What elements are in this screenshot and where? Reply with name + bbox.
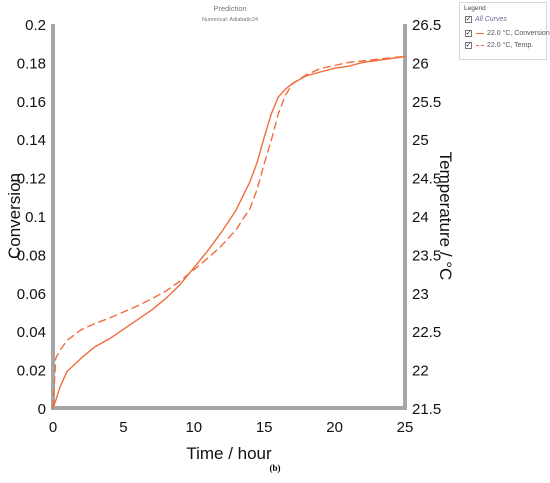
- conversion-swatch: [476, 32, 484, 34]
- y-tick-label: 0.16: [17, 94, 46, 111]
- y-tick-labels: 0 0.02 0.04 0.06 0.08 0.1 0.12 0.14 0.16 0.18 0.2: [17, 17, 46, 418]
- y-tick-label: 0.18: [17, 55, 46, 72]
- y2-tick-labels: 21.5 22 22.5 23 23.5 24 24.5 25 25.5 26 26.5: [412, 17, 441, 418]
- chart-subtitle: Numerical: Adiabatic24: [202, 17, 258, 23]
- y-tick-label: 0.1: [25, 209, 46, 226]
- y-axis-label: Conversion: [5, 173, 24, 259]
- temp-swatch: [476, 44, 484, 46]
- chart-title: Prediction: [213, 4, 246, 13]
- temperature-line: [52, 55, 406, 409]
- conversion-checkbox[interactable]: ✓: [465, 29, 472, 37]
- x-tick-label: 5: [119, 419, 127, 436]
- y2-tick-label: 24: [412, 209, 429, 226]
- y-tick-label: 0.02: [17, 363, 46, 380]
- figure-caption: (b): [269, 463, 281, 473]
- y-tick-label: 0.04: [17, 324, 46, 341]
- x-tick-label: 0: [49, 419, 57, 436]
- x-tick-label: 10: [185, 419, 202, 436]
- x-tick-labels: 0 5 10 15 20 25: [49, 419, 414, 436]
- legend-title: Legend: [464, 5, 486, 12]
- y-tick-label: 0.12: [17, 171, 46, 188]
- y2-axis-label: Temperature / °C: [436, 152, 455, 281]
- y2-tick-label: 25: [412, 132, 429, 149]
- y-tick-label: 0.08: [17, 247, 46, 264]
- temp-legend-label: 22.0 °C, Temp.: [487, 41, 534, 49]
- y2-tick-label: 25.5: [412, 94, 441, 111]
- x-tick-label: 15: [256, 419, 273, 436]
- y-tick-label: 0.14: [17, 132, 46, 149]
- y2-tick-label: 23: [412, 286, 429, 303]
- y2-tick-label: 22.5: [412, 324, 441, 341]
- y2-tick-label: 24.5: [412, 171, 441, 188]
- conversion-legend-label: 22.0 °C, Conversion: [487, 29, 550, 37]
- x-axis-label: Time / hour: [186, 444, 272, 463]
- y2-tick-label: 23.5: [412, 247, 441, 264]
- legend-item-conversion[interactable]: ✓ 22.0 °C, Conversion: [465, 28, 550, 38]
- legend: Legend ✓ All Curves ✓ 22.0 °C, Conversio…: [459, 2, 550, 60]
- legend-item-temp[interactable]: ✓ 22.0 °C, Temp.: [465, 40, 533, 50]
- temp-checkbox[interactable]: ✓: [465, 41, 472, 49]
- conversion-line: [52, 55, 406, 409]
- all-curves-label: All Curves: [475, 15, 507, 23]
- y2-tick-label: 26.5: [412, 17, 441, 34]
- y2-tick-label: 22: [412, 363, 429, 380]
- y2-tick-label: 26: [412, 55, 429, 72]
- x-tick-label: 20: [326, 419, 343, 436]
- legend-all-curves-toggle[interactable]: ✓ All Curves: [465, 14, 507, 24]
- series-layer: [52, 55, 406, 409]
- y2-tick-label: 21.5: [412, 401, 441, 418]
- y-tick-label: 0.2: [25, 17, 46, 34]
- y-tick-label: 0.06: [17, 286, 46, 303]
- y-tick-label: 0: [38, 401, 46, 418]
- x-tick-label: 25: [397, 419, 414, 436]
- all-curves-checkbox[interactable]: ✓: [465, 15, 472, 23]
